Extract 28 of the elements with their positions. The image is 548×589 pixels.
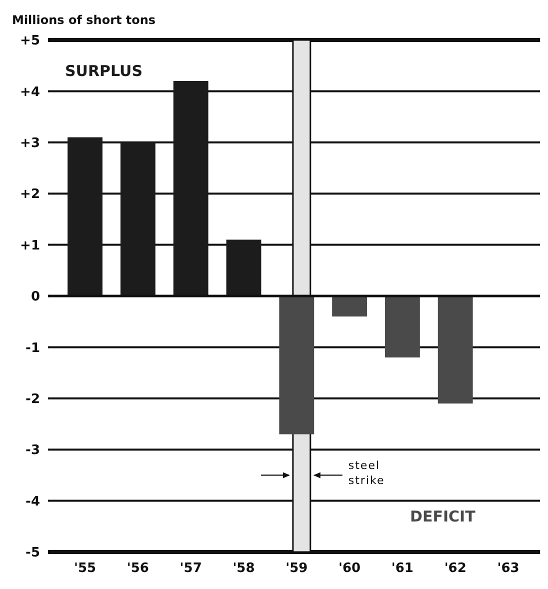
x-tick-label: '61 (391, 561, 414, 576)
bar (438, 296, 473, 404)
x-tick-label: '62 (444, 561, 466, 576)
y-tick-label: +3 (20, 136, 40, 151)
y-tick-label: -1 (26, 340, 40, 356)
annotation: SURPLUS (65, 62, 143, 80)
y-tick-label: -3 (26, 443, 40, 458)
y-tick-label: +5 (20, 34, 40, 49)
y-tick-label: -2 (26, 392, 40, 407)
annotation: DEFICIT (410, 507, 476, 526)
x-tick-label: '58 (232, 561, 255, 576)
bar (332, 296, 368, 316)
y-tick-label: +4 (20, 84, 40, 100)
x-tick-label: '63 (497, 561, 520, 576)
y-tick-label: -5 (26, 546, 40, 561)
y-tick-label: 0 (30, 290, 40, 305)
x-tick-label: '56 (126, 561, 149, 576)
y-tick-label: +1 (20, 238, 40, 254)
y-axis-title: Millions of short tons (12, 13, 156, 27)
x-tick-label: '60 (338, 561, 361, 576)
bar (279, 296, 314, 434)
x-tick-label: '57 (180, 561, 202, 576)
y-tick-label: +2 (20, 187, 40, 202)
x-tick-label: '55 (74, 561, 96, 576)
y-tick-label: -4 (26, 494, 40, 510)
bar (384, 296, 420, 358)
x-tick-label: '59 (286, 561, 308, 576)
band-label: steel strike (348, 459, 385, 488)
